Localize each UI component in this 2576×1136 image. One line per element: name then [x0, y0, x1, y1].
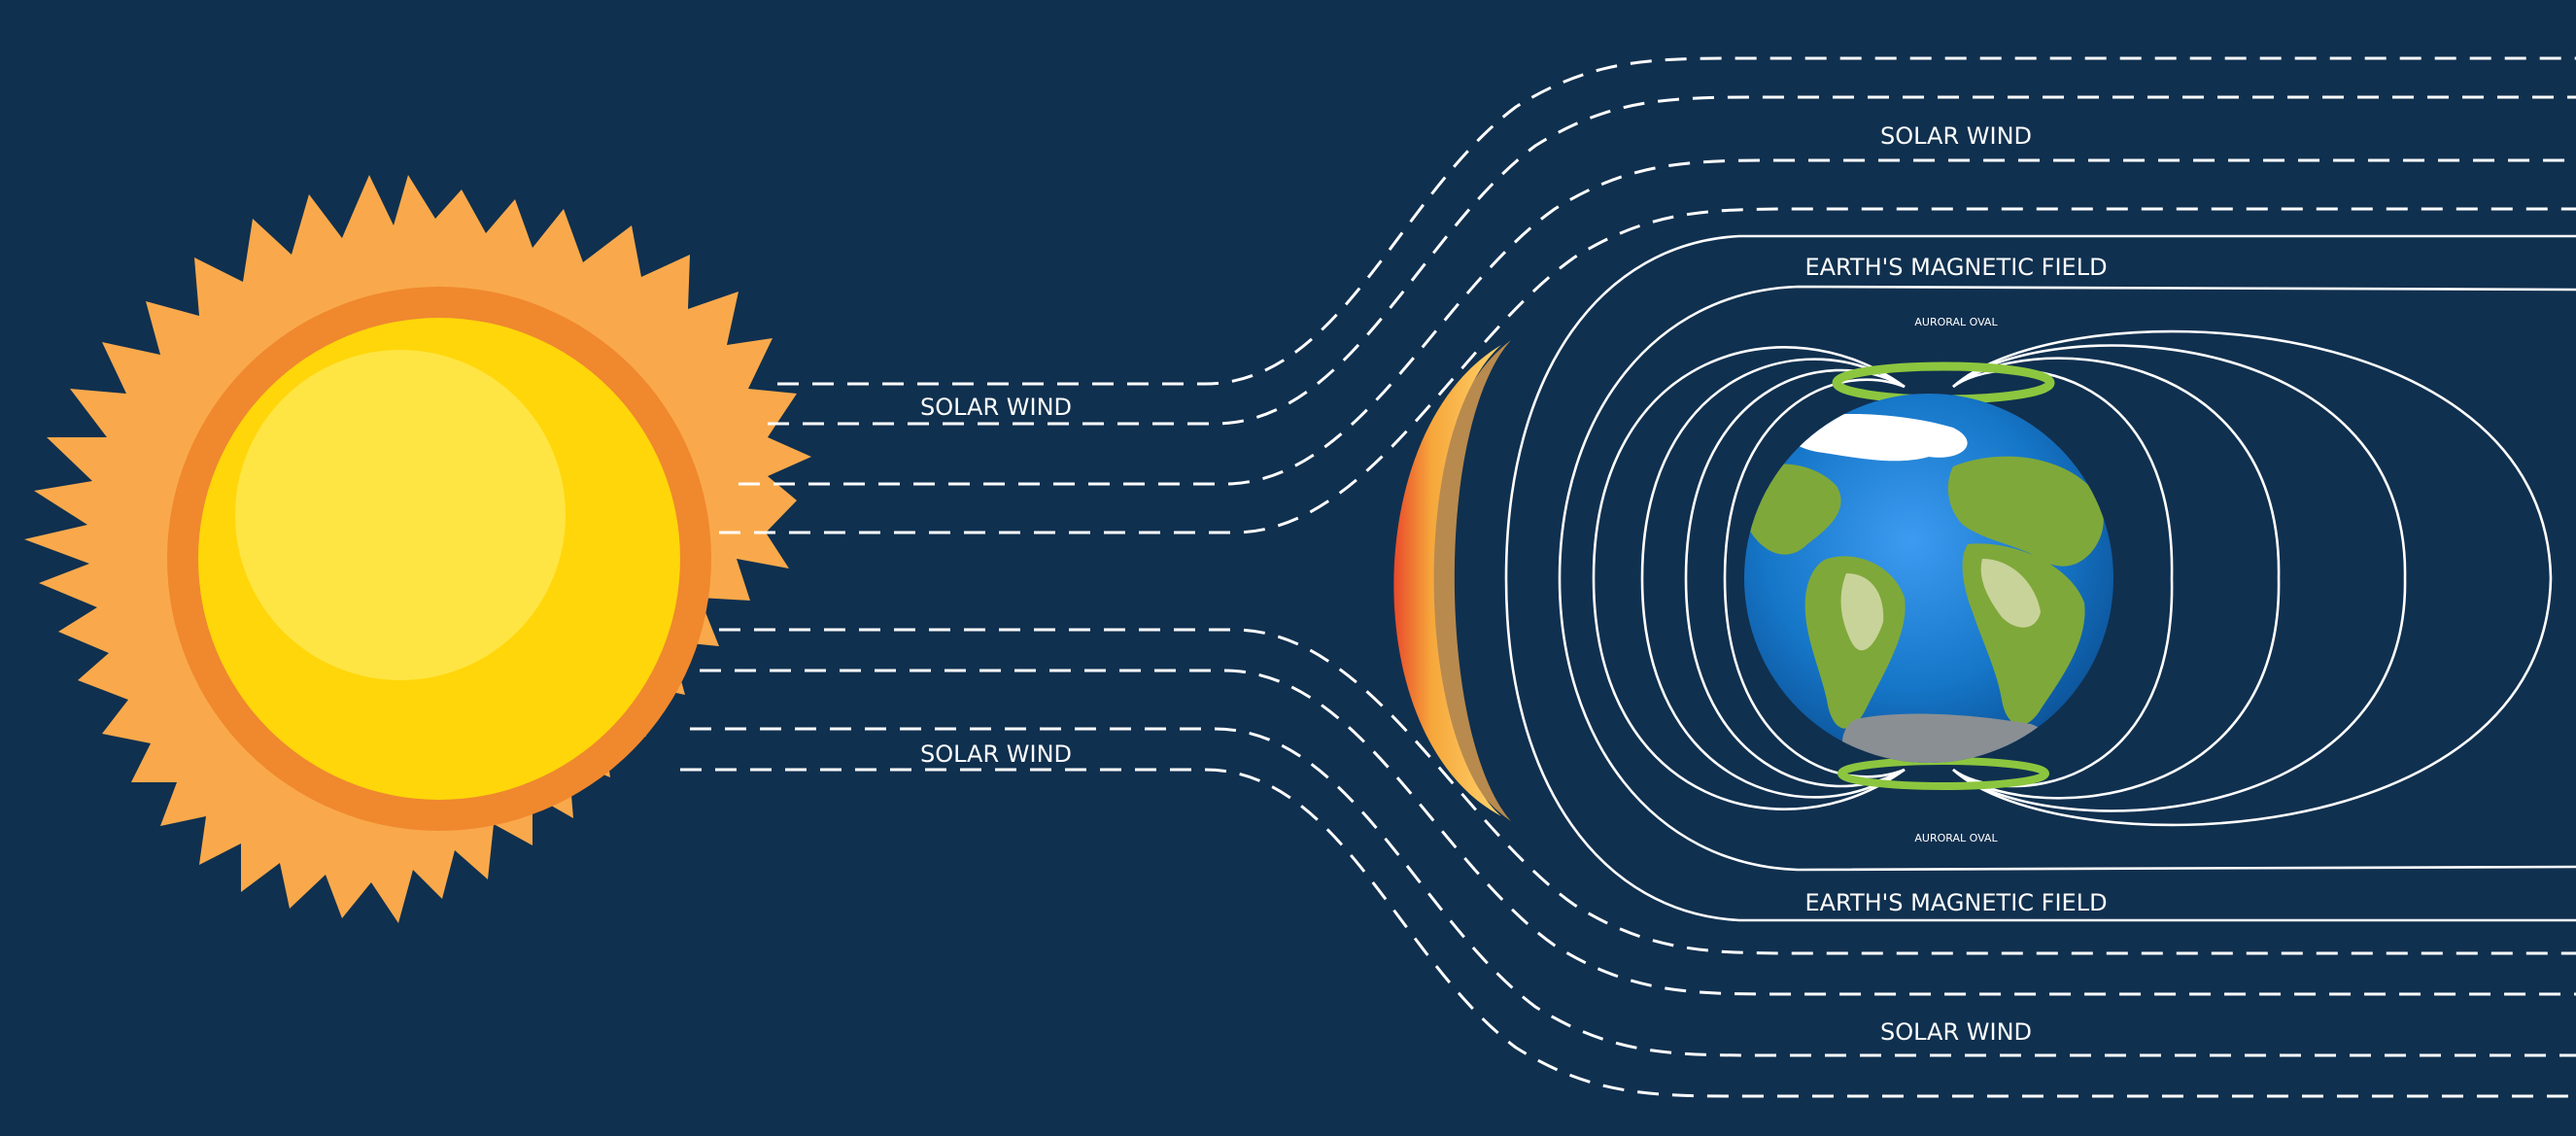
solar-wind-label-lower-right: SOLAR WIND: [1880, 1018, 2032, 1046]
solar-wind-label-left-top: SOLAR WIND: [920, 394, 1072, 421]
auroral-oval-label-bottom: AURORAL OVAL: [1914, 832, 1998, 844]
magnetic-field-label-top: EARTH'S MAGNETIC FIELD: [1804, 254, 2107, 281]
magnetic-field-lines: [1504, 234, 2576, 922]
sun: [24, 175, 811, 923]
auroral-oval-label-top: AURORAL OVAL: [1914, 316, 1998, 328]
solar-wind-lines-lower: [680, 628, 2576, 1098]
solar-wind-lines-upper: [719, 56, 2576, 534]
solar-wind-label-upper-right: SOLAR WIND: [1880, 122, 2032, 150]
magnetic-field-label-bottom: EARTH'S MAGNETIC FIELD: [1804, 889, 2107, 916]
solar-wind-label-left-bottom: SOLAR WIND: [920, 740, 1072, 768]
bow-shock: [1393, 340, 1511, 821]
sun-highlight: [235, 350, 566, 680]
